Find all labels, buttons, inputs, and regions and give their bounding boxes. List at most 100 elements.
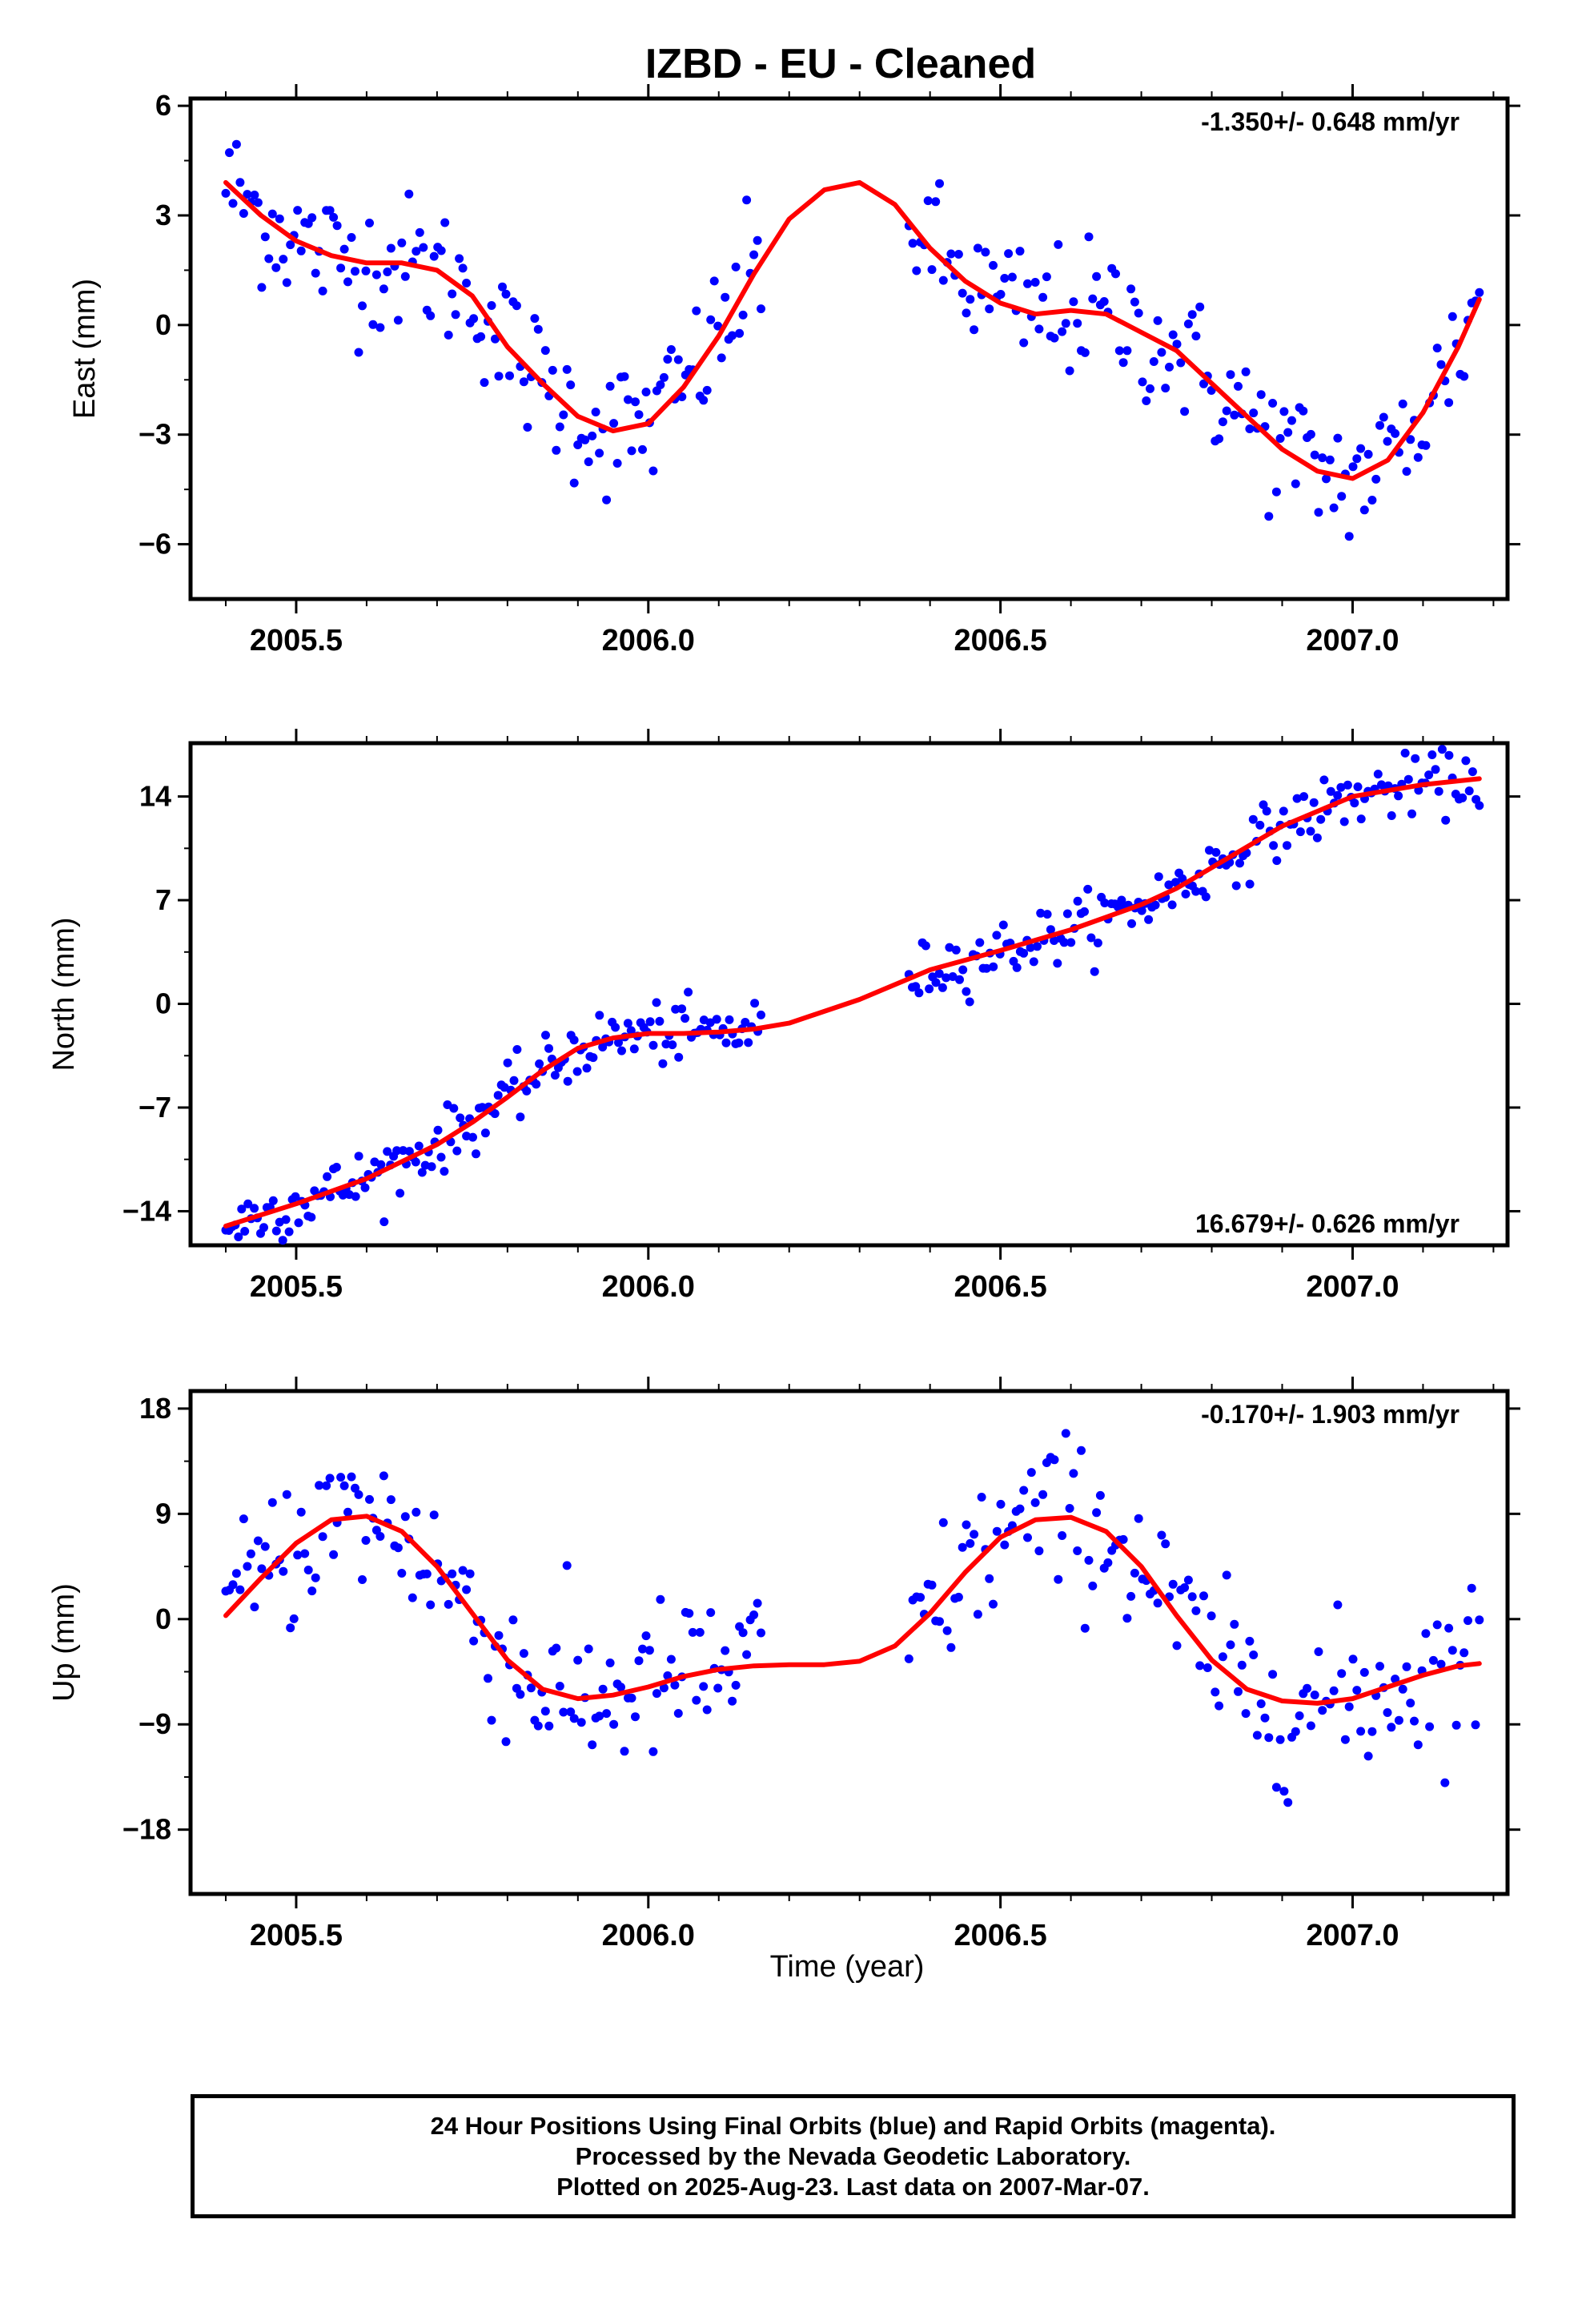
data-point	[609, 419, 619, 428]
data-point	[699, 396, 709, 405]
data-point	[638, 444, 647, 454]
data-point	[1117, 895, 1126, 905]
data-point	[1295, 1711, 1304, 1720]
data-point	[938, 1518, 948, 1527]
data-point	[289, 1614, 299, 1623]
data-point	[989, 260, 998, 270]
data-point	[1012, 963, 1022, 972]
data-point	[744, 1038, 753, 1047]
data-point	[1019, 948, 1029, 958]
data-point	[1245, 424, 1255, 433]
data-point	[1126, 284, 1136, 294]
data-point	[279, 1566, 288, 1576]
data-point	[569, 1035, 579, 1045]
data-point	[1428, 1655, 1438, 1665]
data-point	[332, 221, 342, 231]
data-point	[927, 265, 937, 275]
data-point	[572, 1067, 582, 1076]
data-point	[1015, 1504, 1025, 1514]
data-point	[559, 410, 568, 420]
data-point	[512, 1045, 522, 1054]
x-tick-label: 2005.5	[250, 1919, 343, 1952]
data-point	[1383, 436, 1392, 446]
data-point	[742, 1650, 752, 1659]
data-point	[480, 378, 489, 388]
data-point	[351, 267, 359, 276]
y-tick-label: −18	[122, 1813, 171, 1846]
data-point	[257, 283, 267, 292]
data-point	[1444, 750, 1454, 760]
data-point	[1103, 1558, 1113, 1567]
data-point	[721, 1038, 731, 1047]
plot-frame	[188, 1389, 1510, 1896]
data-point	[455, 254, 464, 263]
data-point	[1050, 1455, 1059, 1465]
data-point	[404, 189, 414, 199]
data-point	[440, 218, 450, 227]
data-point	[931, 978, 941, 987]
data-point	[1164, 880, 1174, 890]
data-point	[1080, 907, 1089, 916]
data-point	[658, 1059, 668, 1068]
data-point	[294, 1218, 303, 1228]
data-point	[656, 380, 665, 389]
footer-box: 24 Hour Positions Using Final Orbits (bl…	[191, 2094, 1516, 2218]
fit-curve	[223, 179, 1482, 481]
data-point	[451, 310, 460, 320]
data-point	[1118, 358, 1128, 368]
data-point	[250, 1204, 259, 1213]
data-point	[1134, 308, 1143, 318]
data-point	[555, 1682, 564, 1691]
data-point	[998, 920, 1008, 930]
data-point	[709, 276, 719, 286]
data-point	[400, 271, 410, 281]
data-point	[469, 314, 479, 324]
data-point	[1333, 790, 1343, 800]
data-point	[1467, 1583, 1476, 1593]
x-tick-label: 2006.5	[954, 1270, 1047, 1304]
data-point	[623, 1019, 632, 1028]
data-point	[1436, 1659, 1446, 1669]
data-point	[931, 197, 941, 207]
data-point	[962, 1520, 971, 1530]
y-tick-label: 0	[155, 308, 171, 341]
data-point	[234, 1232, 243, 1241]
data-point	[426, 311, 436, 320]
data-point	[1083, 884, 1093, 894]
data-point	[1337, 492, 1347, 501]
data-point	[573, 440, 583, 449]
data-point	[1314, 1647, 1323, 1656]
data-point	[228, 1580, 238, 1590]
data-point	[1387, 1723, 1396, 1732]
data-point	[379, 1217, 389, 1227]
data-point	[278, 1236, 287, 1245]
data-point	[465, 1569, 475, 1578]
data-point	[354, 1490, 363, 1499]
data-point	[1245, 879, 1255, 889]
data-point	[1410, 1716, 1419, 1726]
data-point	[239, 1514, 248, 1524]
data-point	[1413, 1740, 1423, 1750]
data-point	[1468, 767, 1477, 777]
data-point	[595, 448, 604, 458]
data-point	[1406, 1699, 1415, 1708]
data-point	[519, 1649, 528, 1659]
data-point	[271, 263, 281, 272]
data-point	[300, 1549, 310, 1558]
data-point	[576, 1718, 586, 1727]
data-point	[1353, 782, 1363, 791]
data-point	[286, 240, 295, 250]
data-point	[1114, 903, 1123, 912]
data-point	[1367, 496, 1377, 505]
data-point	[605, 1659, 615, 1667]
data-point	[749, 1610, 759, 1619]
data-point	[1215, 434, 1224, 444]
data-point	[659, 372, 669, 382]
data-point	[268, 1196, 278, 1205]
data-point	[360, 1183, 370, 1192]
data-point	[1211, 1687, 1220, 1697]
data-point	[291, 1192, 300, 1201]
data-point	[962, 308, 971, 318]
data-point	[339, 1481, 349, 1490]
data-point	[1046, 925, 1055, 935]
